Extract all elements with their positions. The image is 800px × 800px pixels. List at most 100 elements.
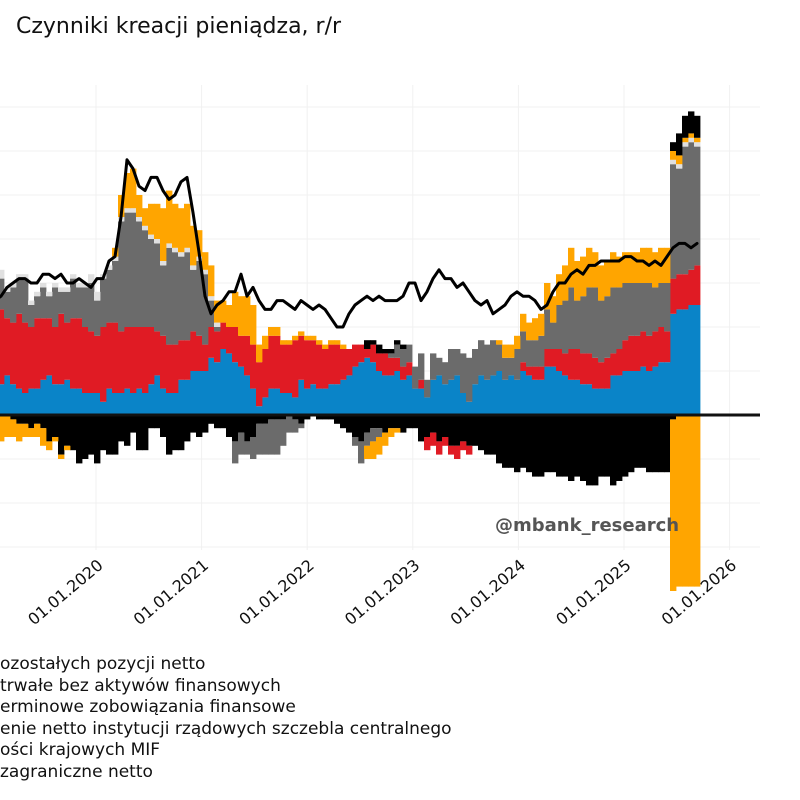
bar-segment [58,415,65,455]
bar-segment [586,287,593,354]
bar-segment [490,375,497,415]
bar-segment [646,283,653,336]
bar-segment [538,415,545,477]
bar-segment [142,415,149,451]
bar-segment [688,305,695,415]
bar-segment [418,415,425,442]
bar-segment [58,291,65,314]
bar-segment [454,375,461,415]
bar-segment [142,225,149,231]
bar-segment [568,287,575,349]
bar-segment [550,415,557,473]
bar-segment [238,296,245,336]
legend-label: erminowe zobowiązania finansowe [0,697,296,717]
bar-segment [346,349,353,376]
bar-segment [520,313,527,332]
bar-segment [496,340,503,345]
bar-segment [616,349,623,376]
bar-segment [640,283,647,332]
bar-segment [292,419,299,433]
bar-segment [562,375,569,415]
chart-title: Czynniki kreacji pieniądza, r/r [16,14,342,39]
bar-segment [280,393,287,415]
bar-segment [562,353,569,376]
bar-segment [58,313,65,385]
bar-segment [550,349,557,367]
bar-segment [514,349,521,380]
bar-segment [190,269,197,332]
bar-segment [466,445,473,455]
bar-segment [526,322,533,341]
bar-segment [28,327,35,389]
bar-segment [238,415,245,433]
bar-segment [694,415,701,587]
bar-segment [592,388,599,415]
bar-segment [568,379,575,415]
bar-segment [664,331,671,363]
bar-segment [580,296,587,354]
legend-label: ozostałych pozycji netto [0,654,206,674]
bar-segment [670,159,677,165]
bar-segment [628,371,635,415]
bar-segment [262,415,269,424]
bar-segment [214,322,221,327]
bar-segment [214,362,221,415]
bar-segment [250,344,257,389]
bar-segment [196,371,203,415]
bar-segment [82,393,89,415]
legend-label: trwałe bez aktywów finansowych [0,675,281,696]
x-tick-label: 01.01.2020 [24,556,106,629]
bar-segment [166,393,173,415]
bar-segment [382,353,389,376]
bar-segment [274,419,281,455]
bar-segment [172,252,179,345]
bar-segment [334,415,341,424]
bar-segment [586,415,593,486]
bar-segment [4,415,11,437]
bar-segment [70,318,77,389]
bar-segment [286,393,293,415]
bar-segment [280,340,287,345]
bar-segment [268,335,275,389]
bar-segment [184,415,191,442]
bar-segment [472,415,479,446]
bar-segment [268,388,275,415]
bar-segment [520,415,527,468]
bar-segment [112,261,119,323]
bar-segment [298,335,305,380]
bar-segment [538,335,545,367]
bar-segment [88,415,95,455]
bar-segment [268,415,275,420]
bar-segment [550,322,557,349]
bar-segment [604,357,611,389]
bar-segment [94,291,101,301]
bar-segment [196,261,203,336]
bar-segment [154,243,161,332]
bar-segment [676,155,683,165]
bar-segment [352,366,359,415]
bar-segment [196,230,203,257]
bar-segment [592,357,599,389]
bar-segment [184,340,191,380]
bar-segment [148,203,155,235]
bar-segment [580,415,587,481]
bar-segment [286,340,293,345]
bar-segment [424,379,431,398]
bar-segment [508,375,515,415]
bar-segment [214,331,221,363]
bar-segment [160,415,167,437]
bar-segment [532,340,539,367]
bar-segment [376,428,383,437]
bar-segment [412,415,419,429]
bar-segment [394,340,401,345]
bar-segment [400,349,407,367]
x-tick-label: 01.01.2024 [447,556,529,629]
legend: ozostałych pozycji netto trwałe bez aktyw… [0,654,452,783]
bar-segment [40,415,47,429]
bar-segment [328,340,335,345]
bar-segment [544,309,551,349]
bar-segment [298,423,305,429]
bar-segment [466,401,473,415]
legend-label: zagraniczne netto [0,761,153,782]
bar-segment [232,441,239,464]
